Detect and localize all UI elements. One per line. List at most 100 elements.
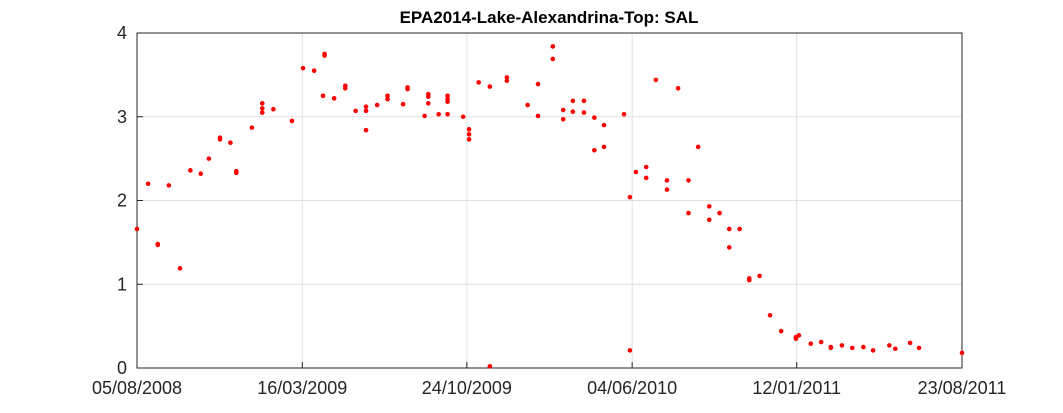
point — [581, 98, 587, 104]
point — [570, 109, 576, 115]
point — [217, 137, 223, 142]
x-tick-label: 04/06/2010 — [587, 378, 677, 398]
point — [487, 84, 493, 89]
point — [525, 102, 530, 108]
point — [581, 110, 587, 115]
point — [757, 273, 762, 279]
point — [300, 65, 306, 71]
point — [259, 110, 265, 115]
point — [861, 344, 866, 350]
point — [686, 210, 691, 216]
point — [839, 343, 845, 348]
x-tick-label: 05/08/2008 — [92, 378, 182, 398]
point — [633, 169, 639, 175]
point — [504, 78, 510, 84]
x-tick-label: 24/10/2009 — [422, 378, 512, 398]
point — [726, 226, 732, 232]
point — [422, 113, 427, 119]
point — [436, 111, 441, 117]
point — [535, 81, 541, 87]
point — [426, 101, 431, 106]
point — [466, 132, 472, 137]
point — [445, 93, 450, 99]
point — [249, 125, 255, 130]
point — [892, 346, 898, 352]
point — [134, 226, 140, 232]
point — [322, 53, 327, 58]
point — [560, 107, 566, 113]
point — [374, 102, 380, 108]
point — [259, 101, 265, 106]
point — [405, 86, 410, 92]
point — [664, 187, 670, 192]
point — [828, 345, 834, 351]
point — [504, 75, 510, 80]
point — [259, 106, 265, 111]
point — [400, 101, 406, 107]
point — [737, 226, 742, 232]
point — [686, 178, 691, 183]
point — [808, 341, 814, 347]
point — [188, 168, 193, 173]
point — [601, 144, 607, 150]
y-tick-label: 1 — [117, 274, 127, 294]
point — [353, 108, 358, 114]
point — [271, 106, 276, 112]
point — [311, 68, 317, 73]
point — [234, 170, 239, 176]
point — [198, 171, 204, 176]
point — [643, 175, 649, 181]
point — [592, 147, 597, 153]
point — [445, 99, 450, 104]
point — [466, 127, 472, 132]
point — [706, 204, 712, 209]
x-tick-label: 12/01/2011 — [752, 378, 841, 398]
point — [653, 77, 659, 83]
point — [959, 350, 965, 356]
point — [289, 118, 295, 124]
x-tick-label: 16/03/2009 — [257, 378, 347, 398]
point — [627, 348, 633, 353]
point — [206, 156, 212, 161]
point — [535, 113, 541, 119]
point — [818, 339, 824, 345]
point — [155, 242, 161, 248]
point — [570, 98, 576, 104]
point — [592, 115, 597, 120]
point — [793, 336, 799, 341]
point — [331, 96, 337, 101]
point — [675, 85, 681, 91]
point — [363, 104, 369, 109]
point — [849, 345, 855, 351]
point — [695, 144, 701, 150]
point — [177, 266, 183, 271]
chart-title: EPA2014-Lake-Alexandrina-Top: SAL — [400, 8, 699, 27]
point — [320, 93, 326, 99]
point — [627, 194, 633, 200]
plot-border — [136, 32, 963, 369]
y-tick-label: 3 — [117, 107, 127, 127]
point — [887, 343, 892, 348]
point — [466, 137, 472, 142]
point — [385, 96, 390, 102]
point — [460, 114, 466, 120]
y-tick-label: 0 — [117, 358, 127, 378]
point — [560, 116, 566, 122]
point — [870, 348, 876, 353]
point — [228, 140, 233, 146]
point — [476, 80, 482, 85]
point — [664, 178, 670, 183]
point — [621, 111, 627, 117]
point — [717, 210, 722, 216]
point — [487, 364, 493, 369]
point — [601, 122, 607, 128]
point — [767, 312, 773, 318]
point — [426, 94, 431, 99]
point — [778, 328, 784, 334]
point — [796, 333, 802, 338]
point — [445, 111, 450, 117]
point — [342, 85, 348, 91]
point — [385, 93, 390, 99]
point — [726, 245, 732, 250]
